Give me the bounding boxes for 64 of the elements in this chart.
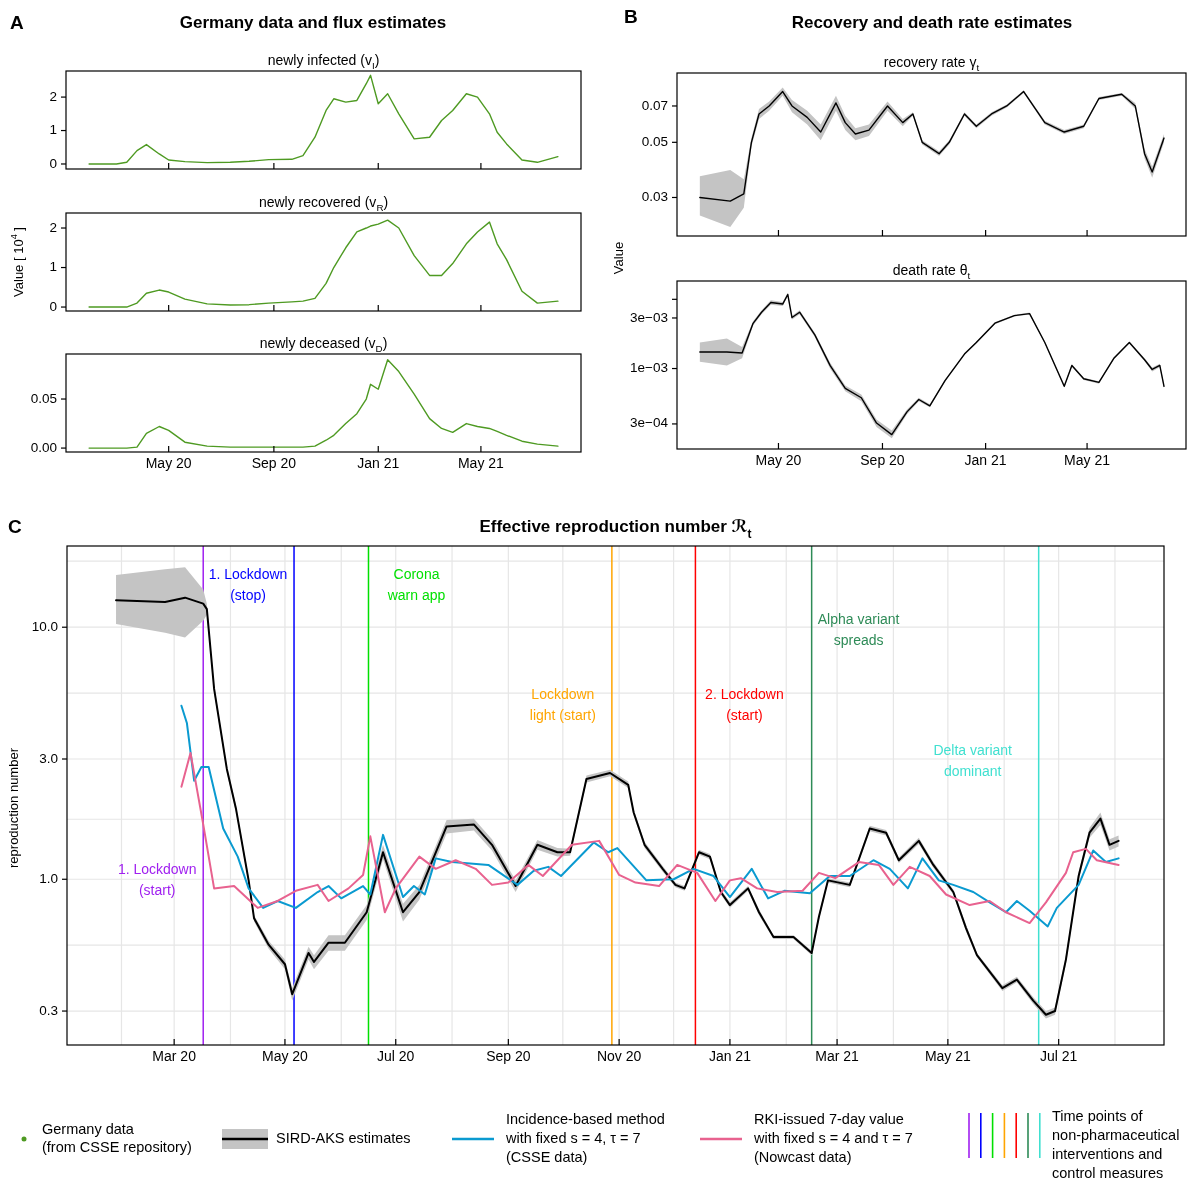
ref-line-label: Alpha variant spreads: [817, 610, 900, 648]
x-tick-label: May 20: [145, 455, 192, 471]
legend-label: Incidence-based method with fixed s = 4, τ = 7 (CSSE data): [505, 1110, 665, 1165]
y-tick-label: 0.05: [30, 390, 57, 406]
legend-label: RKI-issued 7-day value with fixed s = 4 and τ = 7 (Nowcast data): [753, 1110, 913, 1165]
x-tick-label: May 21: [924, 1048, 972, 1064]
chart-title: death rate θ$_{t}$: [892, 261, 971, 282]
ref-line-label: Corona warn app: [386, 565, 446, 603]
line-series: [88, 219, 559, 308]
x-tick-label: Jul 21: [1039, 1048, 1078, 1064]
x-tick-label: Jan 21: [964, 452, 1007, 468]
y-tick-label: 0: [49, 155, 57, 171]
ref-line-label: Lockdown light (start): [529, 685, 596, 723]
chart-title: newly deceased (v$_{D}$): [259, 334, 388, 355]
line-series: [699, 90, 1165, 202]
x-tick-label: May 20: [755, 452, 802, 468]
chart-title: newly infected (v$_{I}$): [267, 51, 380, 72]
x-tick-label: Jul 20: [377, 1048, 415, 1064]
x-tick-label: Jan 21: [708, 1048, 752, 1064]
ref-line-label: 2. Lockdown (start): [705, 685, 784, 723]
x-tick-label: Nov 20: [596, 1048, 642, 1064]
y-tick-label: 3e−04: [630, 415, 669, 431]
y-tick-label: 2: [49, 88, 57, 104]
chart-title: recovery rate γ$_{t}$: [883, 53, 980, 74]
text: A: [10, 12, 24, 34]
y-tick-label: 1: [49, 259, 57, 275]
chart-title: newly recovered (v$_{R}$): [258, 193, 389, 214]
x-tick-label: May 21: [457, 455, 505, 471]
text: B: [624, 6, 638, 28]
y-tick-label: 3e−03: [630, 309, 668, 325]
y-tick-label: 0.3: [39, 1002, 58, 1018]
y-tick-label: 1: [49, 122, 57, 138]
y-tick-label: 0: [49, 298, 57, 314]
y-tick-label: 0.03: [641, 189, 668, 205]
y-tick-label: 10.0: [31, 618, 58, 634]
y-tick-label: 2: [49, 219, 57, 235]
y-tick-label: 0.07: [641, 97, 668, 113]
ref-line-label: Delta variant dominant: [933, 741, 1013, 779]
y-tick-label: 0.05: [641, 133, 668, 149]
chart-title: Effective reproduction number ℛ$_{t}$: [479, 517, 752, 542]
y-axis-title: reproduction number: [6, 747, 22, 868]
y-tick-label: 1e−03: [630, 360, 668, 376]
text: Germany data (from CSSE repository): [42, 1120, 192, 1156]
text: Time points of non-pharmaceutical interventions and control measures: [1052, 1107, 1180, 1181]
x-tick-label: Jan 21: [357, 455, 400, 471]
x-tick-label: May 20: [261, 1048, 309, 1064]
line-series: [88, 359, 559, 449]
x-tick-label: Sep 20: [860, 452, 905, 468]
x-tick-label: Mar 21: [815, 1048, 860, 1064]
y-tick-label: 1.0: [39, 870, 58, 886]
y-tick-label: 0.00: [30, 439, 57, 455]
y-tick-label: 3.0: [39, 750, 58, 766]
ref-line-label: 1. Lockdown (start): [117, 860, 197, 898]
line-series: [88, 74, 559, 165]
ref-line-label: 1. Lockdown (stop): [208, 565, 288, 603]
x-tick-label: May 21: [1064, 452, 1111, 468]
legend-label: SIRD-AKS estimates: [276, 1129, 411, 1146]
x-tick-label: Sep 20: [251, 455, 297, 471]
x-tick-label: Mar 20: [152, 1048, 197, 1064]
y-axis-title: Value: [611, 241, 627, 275]
text: C: [8, 516, 22, 538]
x-tick-label: Sep 20: [486, 1048, 531, 1064]
text: Germany data and flux estimates: [179, 13, 447, 33]
text: Recovery and death rate estimates: [791, 13, 1073, 33]
